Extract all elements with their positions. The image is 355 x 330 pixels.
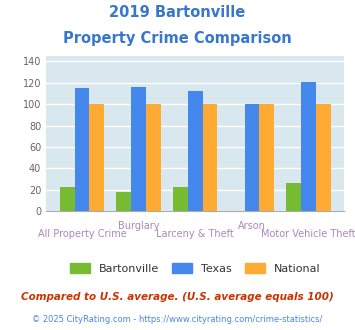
Text: All Property Crime: All Property Crime bbox=[38, 229, 126, 239]
Bar bbox=[146, 104, 161, 211]
Bar bbox=[245, 104, 259, 211]
Text: Compared to U.S. average. (U.S. average equals 100): Compared to U.S. average. (U.S. average … bbox=[21, 292, 334, 302]
Bar bbox=[60, 186, 75, 211]
Bar bbox=[301, 82, 316, 211]
Text: Motor Vehicle Theft: Motor Vehicle Theft bbox=[261, 229, 355, 239]
Bar bbox=[188, 91, 203, 211]
Text: Arson: Arson bbox=[238, 221, 266, 231]
Text: Property Crime Comparison: Property Crime Comparison bbox=[63, 31, 292, 46]
Text: Larceny & Theft: Larceny & Theft bbox=[156, 229, 234, 239]
Bar bbox=[116, 192, 131, 211]
Bar bbox=[203, 104, 218, 211]
Text: 2019 Bartonville: 2019 Bartonville bbox=[109, 5, 246, 20]
Legend: Bartonville, Texas, National: Bartonville, Texas, National bbox=[70, 263, 321, 274]
Bar bbox=[75, 88, 89, 211]
Bar bbox=[259, 104, 274, 211]
Bar bbox=[316, 104, 331, 211]
Bar bbox=[173, 186, 188, 211]
Text: Burglary: Burglary bbox=[118, 221, 159, 231]
Text: © 2025 CityRating.com - https://www.cityrating.com/crime-statistics/: © 2025 CityRating.com - https://www.city… bbox=[32, 315, 323, 324]
Bar bbox=[286, 183, 301, 211]
Bar bbox=[131, 87, 146, 211]
Bar bbox=[89, 104, 104, 211]
